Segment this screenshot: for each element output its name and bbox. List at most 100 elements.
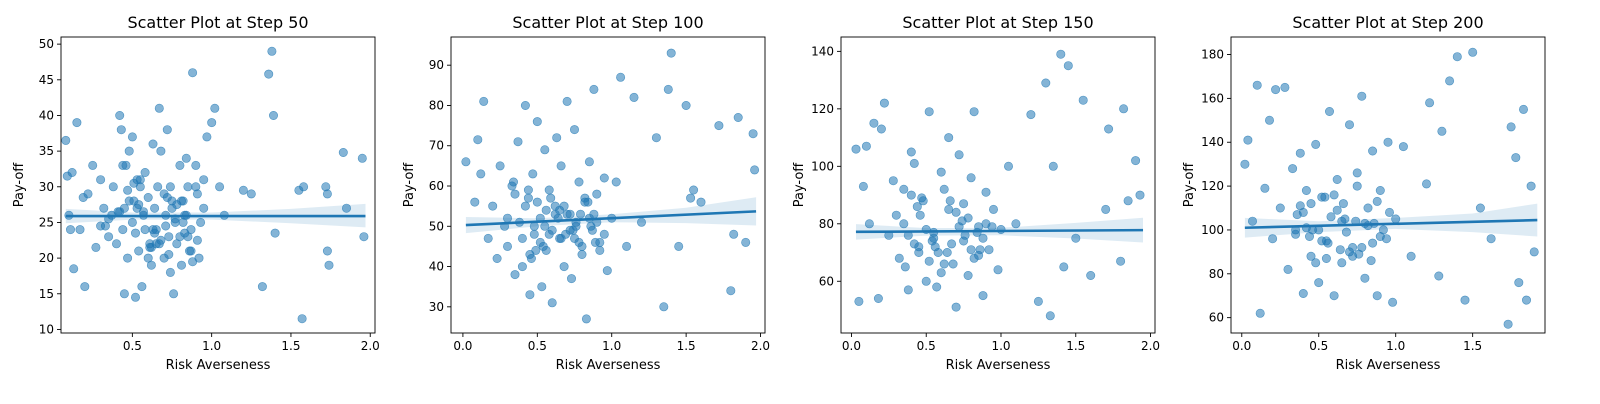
data-point [531, 245, 541, 255]
data-point [112, 239, 122, 249]
data-point [1003, 161, 1013, 171]
data-point [592, 189, 602, 199]
data-point [1425, 98, 1435, 108]
data-point [1506, 122, 1516, 132]
data-point [1271, 85, 1281, 95]
data-point [1519, 104, 1529, 114]
x-axis-label: Risk Averseness [556, 358, 661, 373]
chart-title: Scatter Plot at Step 50 [127, 13, 308, 32]
data-point [1311, 139, 1321, 149]
data-point [959, 199, 969, 209]
data-point [975, 245, 985, 255]
data-point [1292, 210, 1302, 220]
data-point [1295, 201, 1305, 211]
data-point [559, 262, 569, 272]
data-point [575, 209, 585, 219]
data-point [150, 228, 160, 238]
data-point [996, 225, 1006, 235]
y-tick-label: 100 [811, 159, 834, 173]
data-point [1514, 278, 1524, 288]
data-point [891, 210, 901, 220]
data-point [517, 262, 527, 272]
data-point [581, 314, 591, 324]
data-point [689, 185, 699, 195]
data-point [544, 229, 554, 239]
axes-frame [1230, 36, 1546, 334]
data-point [108, 182, 118, 192]
x-tick-label: 0.0 [842, 339, 861, 353]
x-tick-label: 2.0 [361, 339, 380, 353]
data-point [599, 173, 609, 183]
data-point [1388, 297, 1398, 307]
data-point [936, 268, 946, 278]
axes-frame [840, 36, 1156, 334]
data-point [906, 147, 916, 157]
regression-line [465, 210, 757, 227]
data-point [492, 254, 502, 264]
data-point [104, 232, 114, 242]
data-point [674, 241, 684, 251]
data-point [143, 193, 153, 203]
x-tick-label: 0.5 [123, 339, 142, 353]
data-point [520, 101, 530, 111]
y-tick-label: 35 [39, 144, 54, 158]
data-point [1468, 47, 1478, 57]
data-point [924, 256, 934, 266]
data-point [1332, 205, 1342, 215]
data-point [80, 282, 90, 292]
data-point [750, 165, 760, 175]
data-point [987, 222, 997, 232]
data-point [851, 144, 861, 154]
data-point [61, 135, 71, 145]
data-point [1026, 110, 1036, 120]
data-point [510, 189, 520, 199]
data-point [1104, 124, 1114, 134]
data-point [538, 241, 548, 251]
data-point [696, 197, 706, 207]
x-tick-label: 1.0 [602, 339, 621, 353]
y-tick-label: 40 [39, 108, 54, 122]
data-point [66, 225, 76, 235]
data-point [1323, 238, 1333, 248]
data-point [1406, 251, 1416, 261]
data-point [1329, 291, 1339, 301]
data-point [1086, 270, 1096, 280]
data-point [561, 229, 571, 239]
data-point [528, 169, 538, 179]
data-point [583, 197, 593, 207]
data-point [1301, 186, 1311, 196]
data-point [196, 217, 206, 227]
data-point [589, 209, 599, 219]
data-point [1529, 247, 1539, 257]
data-point [119, 289, 129, 299]
data-point [1252, 80, 1262, 90]
data-point [1033, 296, 1043, 306]
y-tick-label: 80 [1209, 267, 1224, 281]
data-point [153, 182, 163, 192]
data-point [162, 193, 172, 203]
data-point [124, 196, 134, 206]
x-tick-label: 1.0 [202, 339, 221, 353]
data-point [192, 235, 202, 245]
data-point [1275, 203, 1285, 213]
data-point [488, 201, 498, 211]
data-point [981, 187, 991, 197]
data-point [502, 213, 512, 223]
data-point [148, 139, 158, 149]
data-point [513, 137, 523, 147]
data-point [96, 175, 106, 185]
data-point [1320, 192, 1330, 202]
y-axis-label: Pay-off [402, 162, 417, 208]
data-point [1048, 161, 1058, 171]
data-point [562, 209, 572, 219]
data-point [858, 181, 868, 191]
data-point [566, 274, 576, 284]
data-point [191, 182, 201, 192]
data-point [270, 228, 280, 238]
points-group [1240, 47, 1539, 329]
data-point [544, 185, 554, 195]
data-point [1135, 190, 1145, 200]
data-point [903, 285, 913, 295]
data-point [945, 196, 955, 206]
